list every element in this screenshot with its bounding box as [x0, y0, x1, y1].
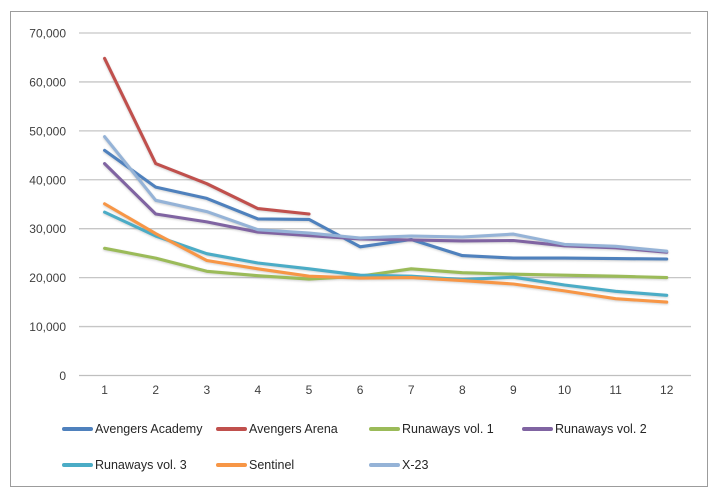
x-tick-label: 1: [101, 383, 108, 397]
x-tick-label: 8: [459, 383, 466, 397]
y-tick-label: 10,000: [29, 320, 66, 334]
legend-item: Avengers Arena: [216, 420, 369, 437]
x-tick-label: 4: [255, 383, 262, 397]
y-tick-label: 50,000: [29, 124, 66, 138]
chart-frame: [10, 11, 708, 487]
legend-item: X-23: [369, 456, 522, 473]
x-axis-tick-labels: 1 2 3 4 5 6 7 8 9 10 11 12: [101, 383, 673, 397]
legend-line-marker-icon: [62, 462, 93, 467]
legend-label: Avengers Arena: [249, 421, 338, 436]
y-tick-label: 40,000: [29, 173, 66, 187]
legend-line-marker-icon: [369, 462, 400, 467]
legend-line-marker-icon: [216, 426, 247, 431]
y-tick-label: 70,000: [29, 26, 66, 40]
chart-legend: Avengers Academy Avengers Arena Runaways v…: [62, 420, 702, 473]
series-line-runaways-vol-1: [103, 246, 669, 281]
legend-label: Runaways vol. 1: [402, 421, 494, 436]
legend-line-marker-icon: [522, 426, 553, 431]
legend-item: Runaways vol. 2: [522, 420, 702, 437]
y-tick-label: 60,000: [29, 75, 66, 89]
series-line-avengers-arena: [103, 56, 311, 216]
x-tick-label: 7: [408, 383, 415, 397]
legend-item: Avengers Academy: [62, 420, 216, 437]
x-tick-label: 5: [306, 383, 313, 397]
x-tick-label: 3: [203, 383, 210, 397]
legend-item: Runaways vol. 1: [369, 420, 522, 437]
y-tick-label: 30,000: [29, 222, 66, 236]
x-tick-label: 12: [660, 383, 674, 397]
legend-label: Avengers Academy: [95, 421, 203, 436]
series-line-x-23: [103, 135, 669, 253]
series-line-runaways-vol-3: [103, 210, 669, 297]
legend-label: Runaways vol. 2: [555, 421, 647, 436]
legend-line-marker-icon: [62, 426, 93, 431]
x-tick-label: 9: [510, 383, 517, 397]
legend-label: X-23: [402, 457, 429, 472]
series-line-avengers-academy: [103, 148, 669, 261]
legend-label: Sentinel: [249, 457, 295, 472]
x-tick-label: 11: [609, 383, 622, 397]
legend-item: Runaways vol. 3: [62, 456, 216, 473]
series-line-sentinel: [103, 202, 669, 304]
y-tick-label: 0: [59, 369, 66, 383]
legend-line-marker-icon: [216, 462, 247, 467]
legend-item: Sentinel: [216, 456, 369, 473]
x-tick-label: 2: [152, 383, 159, 397]
x-tick-label: 10: [558, 383, 572, 397]
legend-label: Runaways vol. 3: [95, 457, 187, 472]
y-tick-label: 20,000: [29, 271, 66, 285]
x-tick-label: 6: [357, 383, 364, 397]
gridlines: [79, 32, 691, 377]
legend-line-marker-icon: [369, 426, 400, 431]
y-axis-tick-labels: 0 10,000 20,000 30,000 40,000 50,000 60,000 70,…: [29, 26, 66, 383]
data-series-lines: [103, 56, 669, 304]
